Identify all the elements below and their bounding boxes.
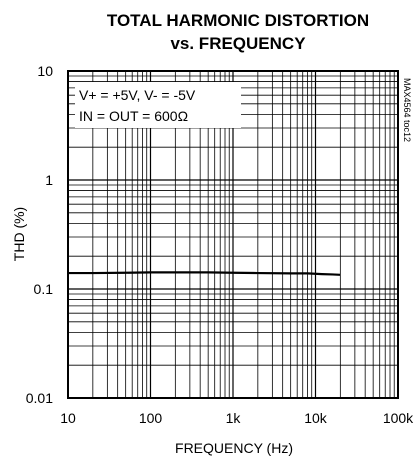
series-group: [68, 271, 341, 276]
x-tick-label: 100: [139, 410, 163, 426]
y-tick-labels: 0.01 0.1 1 10: [26, 63, 53, 406]
x-tick-label: 100k: [383, 410, 414, 426]
y-tick-label: 1: [45, 172, 53, 188]
x-tick-label: 1k: [226, 410, 242, 426]
annotation-load: IN = OUT = 600Ω: [79, 108, 188, 124]
annotation-background: [75, 82, 241, 128]
figure-code: MAX4564 toc12: [402, 78, 412, 142]
chart-title-line-2: vs. FREQUENCY: [170, 34, 306, 53]
chart-title-line-1: TOTAL HARMONIC DISTORTION: [107, 11, 369, 30]
thd-series-line: [68, 271, 341, 276]
x-tick-label: 10k: [304, 410, 328, 426]
annotation-supply: V+ = +5V, V- = -5V: [79, 87, 196, 103]
grid-lines: [68, 71, 398, 398]
y-tick-label: 0.01: [26, 390, 53, 406]
y-axis-label: THD (%): [11, 207, 27, 261]
plot-frame: [67, 70, 399, 399]
x-tick-labels: 10 100 1k 10k 100k: [60, 410, 414, 426]
x-axis-label: FREQUENCY (Hz): [175, 440, 293, 456]
y-tick-label: 0.1: [34, 281, 54, 297]
y-tick-label: 10: [37, 63, 53, 79]
x-tick-label: 10: [60, 410, 76, 426]
